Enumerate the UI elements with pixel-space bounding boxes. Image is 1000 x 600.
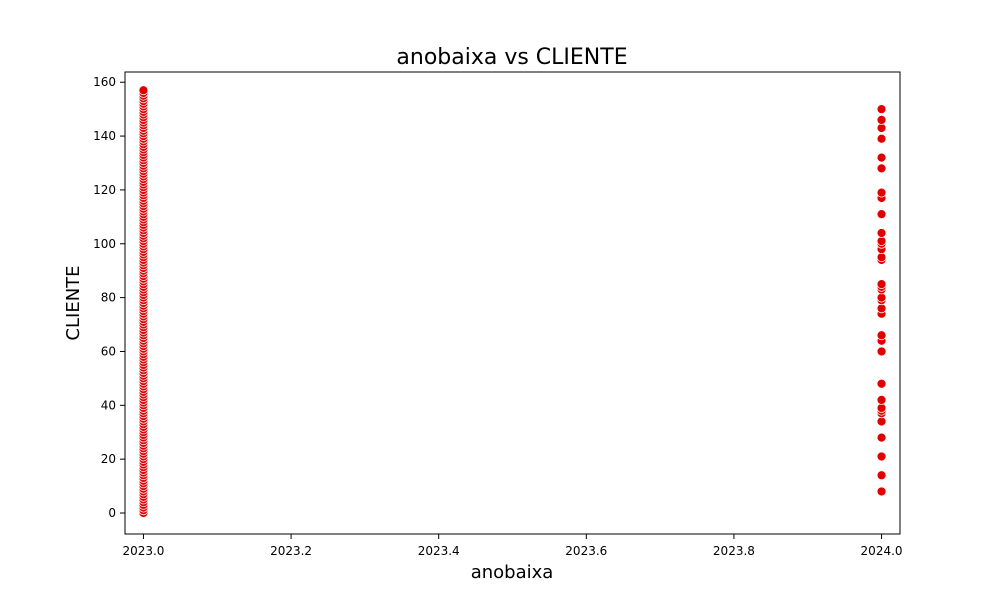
y-axis-label: CLIENTE [63,265,84,340]
data-point [876,133,887,144]
y-tick-label: 20 [101,452,116,466]
y-tick-label: 160 [93,75,116,89]
data-point [876,416,887,427]
data-point [876,330,887,341]
data-point [876,236,887,246]
x-tick-label: 2023.6 [565,544,607,558]
data-point [876,432,887,443]
data-point [876,395,887,405]
y-tick-label: 60 [101,344,116,358]
data-points [138,85,887,518]
data-point [876,378,887,389]
y-tick-label: 80 [101,291,116,305]
x-tick-label: 2023.0 [122,544,164,558]
chart-title: anobaixa vs CLIENTE [396,45,627,70]
y-axis-ticks: 0 20 40 60 80 100 120 140 160 [93,75,125,520]
data-point [876,115,887,125]
data-point [876,252,887,263]
y-tick-label: 40 [101,398,116,412]
x-tick-label: 2023.4 [418,544,460,558]
x-tick-label: 2023.8 [713,544,755,558]
x-axis-label: anobaixa [471,562,554,583]
plot-area-frame [124,71,901,535]
data-point [876,451,887,462]
x-axis-ticks: 2023.0 2023.2 2023.4 2023.6 2023.8 2024.0 [122,534,903,558]
data-point [876,163,887,174]
y-tick-label: 140 [93,129,116,143]
data-point [876,292,887,303]
data-point [876,209,887,220]
data-point [876,104,887,115]
y-tick-label: 0 [108,506,116,520]
y-tick-label: 120 [93,183,116,197]
data-point [876,228,887,238]
x-tick-label: 2024.0 [861,544,903,558]
data-point [876,346,887,357]
data-point [138,85,149,96]
x-tick-label: 2023.2 [270,544,312,558]
data-point [876,486,887,497]
data-point [876,470,887,481]
data-point [876,187,887,198]
data-point [876,403,887,413]
y-tick-label: 100 [93,237,116,251]
data-point [876,303,887,314]
data-point [876,279,887,290]
data-point [876,152,887,163]
data-point [876,123,887,133]
